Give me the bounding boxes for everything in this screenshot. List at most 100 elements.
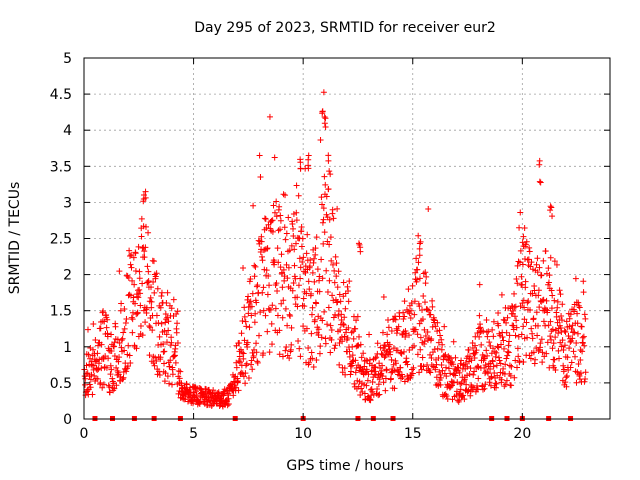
data-point [400, 315, 407, 322]
data-point [108, 331, 115, 338]
data-point [481, 385, 488, 392]
data-point [420, 270, 427, 277]
data-point [251, 262, 258, 269]
data-point [308, 290, 315, 297]
data-point [516, 358, 523, 365]
data-point [452, 372, 459, 379]
data-point [293, 182, 300, 189]
data-point [520, 297, 527, 304]
data-point [278, 251, 285, 258]
data-point [105, 347, 112, 354]
data-point [131, 281, 138, 288]
data-point [429, 297, 436, 304]
data-point [123, 368, 130, 375]
data-point [484, 352, 491, 359]
data-point [392, 316, 399, 323]
data-point [406, 310, 413, 317]
data-point [282, 347, 289, 354]
data-point [561, 327, 568, 334]
data-point [325, 152, 332, 159]
data-point [416, 245, 423, 252]
data-point [446, 354, 453, 361]
data-point [144, 279, 151, 286]
data-point [549, 213, 556, 220]
y-axis-label: SRMTID / TECUs [7, 182, 23, 295]
data-point [332, 253, 339, 260]
data-point [530, 315, 537, 322]
data-point [458, 357, 465, 364]
data-point [532, 356, 539, 363]
data-point [279, 314, 286, 321]
data-point [387, 348, 394, 355]
data-point [289, 287, 296, 294]
data-point [421, 326, 428, 333]
data-point [243, 360, 250, 367]
data-point [260, 350, 267, 357]
data-point [569, 335, 576, 342]
data-point [559, 301, 566, 308]
data-point [317, 137, 324, 144]
data-point [477, 329, 484, 336]
data-point [168, 334, 175, 341]
data-points [81, 89, 589, 410]
data-point [474, 329, 481, 336]
data-point [127, 253, 134, 260]
data-point [352, 369, 359, 376]
data-point [374, 340, 381, 347]
data-point [316, 350, 323, 357]
data-point [549, 326, 556, 333]
data-point [346, 278, 353, 285]
data-point [155, 320, 162, 327]
data-point [577, 347, 584, 354]
data-point [485, 328, 492, 335]
data-point [416, 240, 423, 247]
data-point [515, 353, 522, 360]
data-point [438, 336, 445, 343]
data-point [160, 348, 167, 355]
data-point [471, 354, 478, 361]
data-point [364, 377, 371, 384]
data-point [369, 378, 376, 385]
data-point [544, 339, 551, 346]
data-point [491, 348, 498, 355]
data-point [158, 289, 165, 296]
data-point [282, 236, 289, 243]
data-point [501, 317, 508, 324]
data-point [303, 325, 310, 332]
data-point [248, 361, 255, 368]
data-point [534, 255, 541, 262]
data-point [555, 347, 562, 354]
data-point [544, 307, 551, 314]
data-point [319, 219, 326, 226]
data-point [415, 232, 422, 239]
data-point [295, 192, 302, 199]
data-point [142, 244, 149, 251]
data-point [347, 363, 354, 370]
data-point [256, 332, 263, 339]
data-point [240, 373, 247, 380]
data-point [568, 325, 575, 332]
data-point [135, 294, 142, 301]
data-point [247, 298, 254, 305]
data-point [354, 313, 361, 320]
x-tick-label: 15 [404, 426, 422, 442]
data-point [358, 354, 365, 361]
data-point [567, 311, 574, 318]
data-point [287, 312, 294, 319]
data-point [517, 303, 524, 310]
data-point [139, 332, 146, 339]
x-tick-label: 10 [294, 426, 312, 442]
data-point [401, 313, 408, 320]
data-point [303, 250, 310, 257]
data-point [134, 293, 141, 300]
data-point [551, 297, 558, 304]
data-point [479, 382, 486, 389]
data-point [478, 341, 485, 348]
data-point [394, 327, 401, 334]
data-point [126, 352, 133, 359]
data-point [294, 294, 301, 301]
data-point [537, 272, 544, 279]
data-point [292, 240, 299, 247]
data-point [322, 340, 329, 347]
data-point [545, 279, 552, 286]
